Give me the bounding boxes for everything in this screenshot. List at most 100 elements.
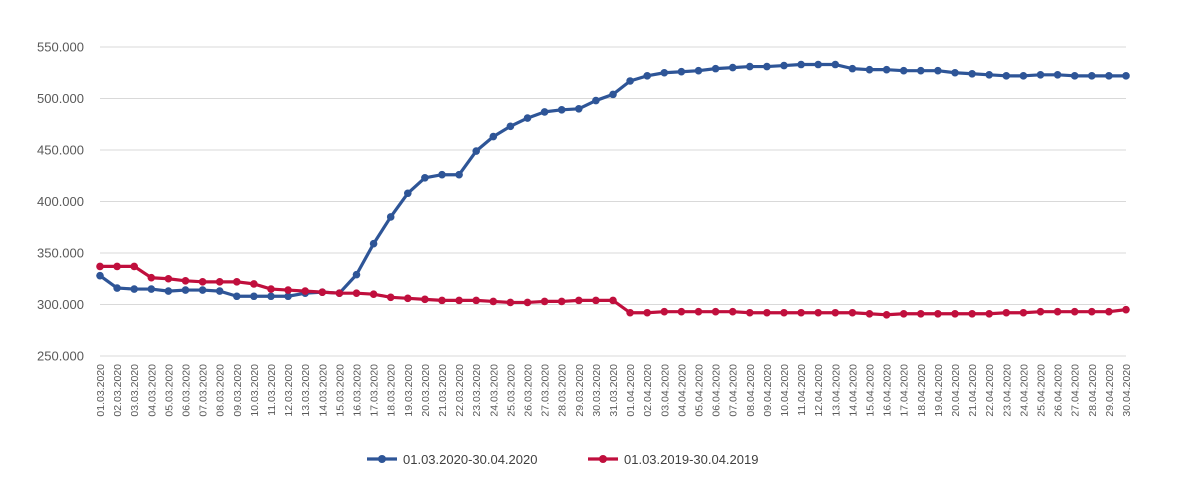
data-point [763,62,771,71]
data-point [882,311,891,319]
data-point [1105,72,1113,80]
x-tick-label: 15.04.2020 [865,364,877,417]
x-tick-label: 03.03.2020 [129,364,141,417]
data-point [660,68,669,77]
data-point [848,308,857,317]
x-tick-label: 05.04.2020 [694,364,706,417]
series-line [100,264,1127,317]
y-tick-label: 400.000 [37,194,84,209]
x-tick-label: 25.04.2020 [1036,364,1048,417]
x-tick-label: 20.04.2020 [950,364,962,417]
data-point [369,239,378,248]
x-tick-label: 30.04.2020 [1121,364,1133,417]
x-tick-label: 19.03.2020 [403,364,415,417]
data-point [352,289,361,297]
x-tick-label: 10.03.2020 [249,364,261,417]
data-point [250,280,258,288]
data-point [438,170,446,179]
x-tick-label: 28.04.2020 [1087,364,1099,417]
y-tick-label: 550.000 [37,40,84,55]
data-point [318,288,327,296]
data-point [1036,307,1045,316]
data-point [1019,308,1028,317]
data-point [626,77,634,85]
x-tick-label: 06.04.2020 [711,364,723,417]
x-tick-label: 24.04.2020 [1018,364,1030,417]
x-tick-label: 07.03.2020 [198,364,210,417]
data-point [404,294,412,303]
x-tick-label: 05.03.2020 [163,364,175,417]
data-point [934,309,942,318]
data-point [848,64,857,73]
data-point [489,132,498,141]
data-point [797,60,805,69]
x-tick-label: 02.03.2020 [112,364,124,417]
data-point [181,286,190,294]
x-tick-label: 27.03.2020 [540,364,552,417]
series-line [99,62,1126,298]
x-tick-label: 16.03.2020 [352,364,364,417]
x-tick-label: 07.04.2020 [728,364,740,417]
data-point [421,295,429,304]
data-point [96,262,104,271]
x-tick-label: 27.04.2020 [1070,364,1082,417]
data-point [301,287,310,295]
data-point [1088,307,1096,316]
x-tick-label: 13.03.2020 [300,364,312,417]
data-point [540,297,549,306]
x-tick-label: 22.03.2020 [454,364,466,417]
data-point [609,90,617,99]
x-tick-label: 28.03.2020 [557,364,569,417]
data-point [728,307,737,316]
data-point [814,60,822,69]
x-tick-label: 12.04.2020 [813,364,825,417]
y-tick-label: 300.000 [37,297,84,312]
legend-label: 01.03.2019-30.04.2019 [624,452,758,467]
data-point [164,274,173,283]
data-point [609,296,617,305]
x-tick-label: 08.03.2020 [215,364,227,417]
data-point [130,285,138,293]
data-point [1070,72,1079,80]
data-point [386,293,395,302]
y-tick-label: 350.000 [37,246,84,261]
data-point [934,66,942,75]
data-point [694,307,703,316]
data-point [557,297,566,306]
x-tick-label: 06.03.2020 [181,364,193,417]
x-tick-label: 17.04.2020 [899,364,911,417]
data-point [113,284,121,292]
data-point [523,298,532,307]
data-point [1122,72,1130,80]
data-point [250,292,258,301]
data-point [181,277,190,285]
x-tick-label: 04.04.2020 [676,364,688,417]
x-tick-label: 11.04.2020 [796,364,808,416]
data-point [455,170,463,179]
data-point [797,308,805,317]
x-tick-label: 01.03.2020 [95,364,107,417]
data-point [694,66,703,75]
data-point [506,122,515,131]
data-point [1053,71,1062,79]
series-1 [96,60,1130,301]
data-point [1036,71,1045,79]
legend: 01.03.2020-30.04.2020 01.03.2019-30.04.20… [367,452,758,467]
data-point [267,292,275,301]
x-tick-label: 24.03.2020 [488,364,500,417]
x-tick-label: 01.04.2020 [625,364,637,417]
data-point [284,286,292,294]
data-point [1070,307,1079,316]
data-point [575,105,583,113]
x-tick-label: 10.04.2020 [779,364,791,417]
x-tick-label: 19.04.2020 [933,364,945,417]
data-point [1019,72,1028,80]
data-point [985,71,993,79]
data-point [626,308,634,317]
x-tick-label: 26.03.2020 [523,364,535,417]
data-point [711,307,720,316]
data-point [1002,308,1011,317]
data-point [386,213,395,221]
data-point [592,296,600,305]
x-tick-label: 14.03.2020 [317,364,329,417]
